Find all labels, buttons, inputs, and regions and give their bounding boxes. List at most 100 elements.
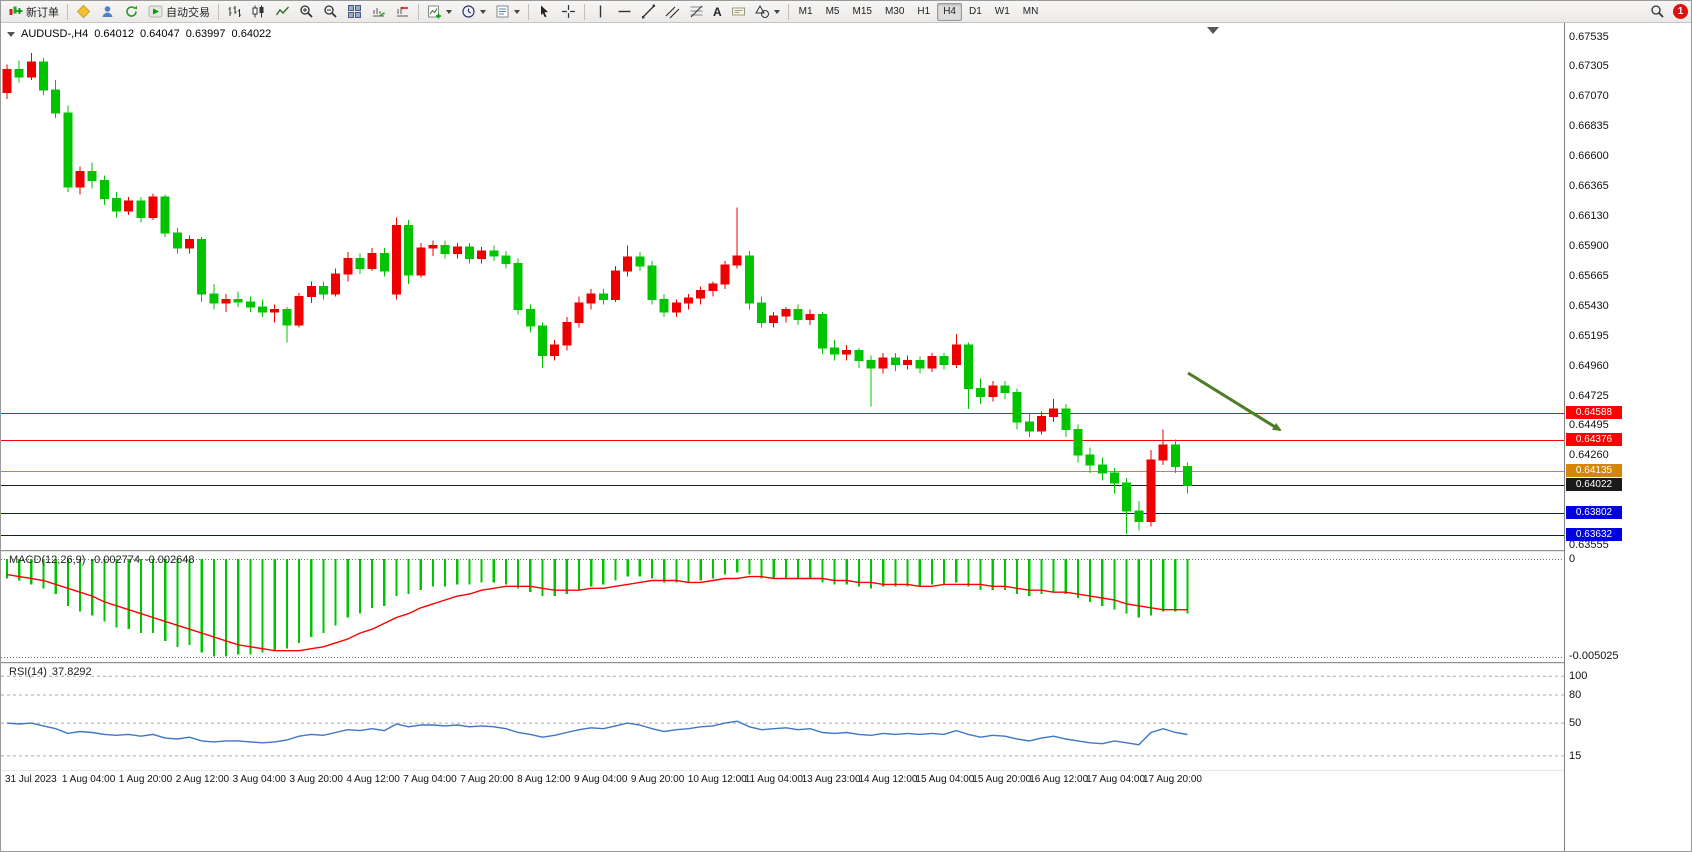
price-tick: 0.65430 <box>1569 299 1609 312</box>
rsi-axis-80: 80 <box>1569 688 1582 701</box>
rsi-chart[interactable] <box>1 664 1564 770</box>
rsi-axis-100: 100 <box>1569 670 1588 683</box>
rsi-value: 37.8292 <box>51 666 92 678</box>
horizontal-line-tool-button[interactable] <box>613 2 636 21</box>
refresh-button[interactable] <box>120 2 143 21</box>
text-tool-button[interactable]: A <box>709 2 726 21</box>
new-chart-icon <box>428 5 441 19</box>
separator <box>787 3 789 20</box>
macd-signal-line <box>6 573 1188 652</box>
time-label: 13 Aug 23:00 <box>801 774 861 785</box>
refresh-icon <box>126 5 138 17</box>
new-order-button[interactable]: 新订单 <box>4 2 63 21</box>
timeframe-mn-button[interactable]: MN <box>1017 3 1045 21</box>
time-label: 3 Aug 20:00 <box>289 774 343 785</box>
community-button[interactable] <box>72 2 95 21</box>
time-label: 3 Aug 04:00 <box>232 774 286 785</box>
text-tool-icon: A <box>713 4 722 19</box>
chart-symbol-label: AUDUSD-,H4 <box>21 28 89 40</box>
crosshair-tool-button[interactable] <box>557 2 580 21</box>
arrow-annotation[interactable] <box>1187 371 1282 432</box>
timeframe-m30-button[interactable]: M30 <box>879 3 910 21</box>
time-label: 17 Aug 04:00 <box>1086 774 1146 785</box>
label-icon <box>731 7 745 16</box>
notification-badge[interactable]: 1 <box>1673 4 1688 19</box>
zoom-out-button[interactable] <box>319 2 342 21</box>
chart-shift-icon <box>397 6 408 17</box>
time-label: 7 Aug 04:00 <box>403 774 457 785</box>
tile-windows-button[interactable] <box>343 2 366 21</box>
timeframe-w1-button[interactable]: W1 <box>989 3 1016 21</box>
price-tick: 0.65900 <box>1569 239 1609 252</box>
shapes-tool-button[interactable] <box>751 2 784 21</box>
timeframe-m1-button[interactable]: M1 <box>793 3 819 21</box>
time-axis[interactable]: 31 Jul 2023 1 Aug 04:00 1 Aug 20:00 2 Aug 1… <box>1 771 1564 791</box>
timeframe-m5-button[interactable]: M5 <box>820 3 846 21</box>
bar-chart-type-button[interactable] <box>223 2 246 21</box>
profile-button[interactable] <box>96 2 119 21</box>
price-axis[interactable]: 0.67535 0.67305 0.67070 0.66835 0.66600 0.663… <box>1564 23 1691 851</box>
rsi-axis-50: 50 <box>1569 717 1582 730</box>
one-click-trading-toggle-icon[interactable] <box>7 31 15 37</box>
rsi-axis-15: 15 <box>1569 749 1582 762</box>
rsi-pane[interactable]: RSI(14) 37.8292 <box>1 664 1564 770</box>
timeframe-m15-button[interactable]: M15 <box>846 3 877 21</box>
timeframe-h4-button[interactable]: H4 <box>937 2 962 21</box>
macd-signal-value: -0.002648 <box>144 554 195 566</box>
price-tick: 0.64725 <box>1569 389 1609 402</box>
timeframe-d1-button[interactable]: D1 <box>963 3 988 21</box>
price-tick: 0.66130 <box>1569 210 1609 223</box>
separator <box>67 3 68 20</box>
text-label-tool-button[interactable] <box>727 2 750 21</box>
price-tick: 0.66835 <box>1569 120 1609 133</box>
timeframe-h1-button[interactable]: H1 <box>911 3 936 21</box>
candlestick-chart-type-button[interactable] <box>247 2 270 21</box>
time-label: 31 Jul 2023 <box>5 774 57 785</box>
price-tick: 0.64495 <box>1569 419 1609 432</box>
macd-main-value: -0.002774 <box>90 554 140 566</box>
candlestick-chart[interactable] <box>1 24 1564 550</box>
clock-icon <box>462 5 475 18</box>
macd-histogram <box>5 559 1189 657</box>
chevron-down-icon <box>446 9 452 14</box>
fibonacci-tool-button[interactable] <box>685 2 708 21</box>
vertical-line-icon <box>599 5 602 18</box>
price-tick: 0.65665 <box>1569 269 1609 282</box>
chevron-down-icon <box>514 9 520 14</box>
templates-button[interactable] <box>491 2 524 21</box>
autotrading-button[interactable]: 自动交易 <box>144 2 214 21</box>
new-chart-button[interactable] <box>423 2 456 21</box>
auto-scroll-icon <box>373 8 385 17</box>
trendline-tool-button[interactable] <box>637 2 660 21</box>
search-button[interactable] <box>1646 2 1669 21</box>
horizontal-line-icon <box>618 10 631 13</box>
price-tick: 0.64960 <box>1569 359 1609 372</box>
channel-tool-button[interactable] <box>661 2 684 21</box>
zoom-in-button[interactable] <box>295 2 318 21</box>
cursor-tool-button[interactable] <box>533 2 556 21</box>
pane-divider[interactable] <box>1 662 1691 664</box>
separator <box>418 3 419 20</box>
chart-shift-marker[interactable] <box>1207 27 1219 34</box>
chart-header: AUDUSD-,H4 0.64012 0.64047 0.63997 0.640… <box>7 28 271 40</box>
macd-chart[interactable] <box>1 552 1564 662</box>
auto-scroll-button[interactable] <box>367 2 390 21</box>
macd-pane[interactable]: MACD(12,26,9) -0.002774 -0.002648 <box>1 552 1564 662</box>
autotrading-label: 自动交易 <box>166 6 210 19</box>
macd-label-row: MACD(12,26,9) -0.002774 -0.002648 <box>9 554 195 566</box>
chart-shift-button[interactable] <box>391 2 414 21</box>
chevron-down-icon <box>773 9 780 14</box>
separator <box>218 3 219 20</box>
price-tick: 0.66600 <box>1569 150 1609 163</box>
vertical-line-tool-button[interactable] <box>589 2 612 21</box>
zoom-in-icon <box>300 5 313 18</box>
line-chart-type-button[interactable] <box>271 2 294 21</box>
cursor-icon <box>541 5 548 18</box>
main-chart-pane[interactable]: AUDUSD-,H4 0.64012 0.64047 0.63997 0.640… <box>1 24 1564 550</box>
pane-divider[interactable] <box>1 550 1691 552</box>
chart-open-value: 0.64012 <box>94 28 134 40</box>
zoom-out-icon <box>324 5 337 18</box>
macd-axis-min: -0.005025 <box>1569 650 1619 662</box>
periods-button[interactable] <box>457 2 490 21</box>
